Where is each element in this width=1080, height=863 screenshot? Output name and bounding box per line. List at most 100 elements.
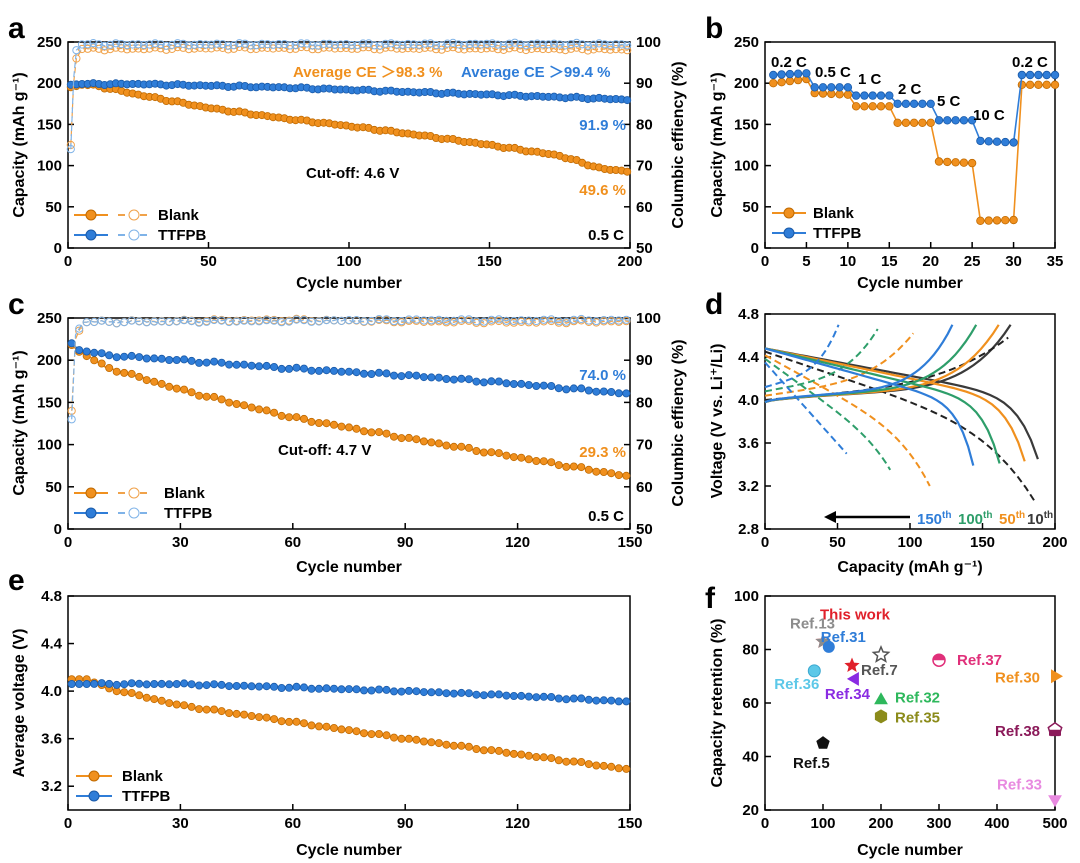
panel-e-series-blank-point — [382, 731, 391, 740]
panel-a-series-ce_ttfpb-point — [392, 40, 401, 49]
panel-a-series-ce_ttfpb-point — [617, 40, 626, 49]
panel-a-series-ce_ttfpb-point — [162, 41, 171, 50]
panel-d-xlabel: Capacity (mAh g⁻¹) — [837, 559, 982, 576]
panel-c-series-ttfpb-point — [419, 373, 428, 382]
panel-c-series-blank-point — [434, 439, 443, 448]
panel-a-series-ce_blank-point — [285, 45, 295, 54]
legend-label-blank: Blank — [158, 207, 200, 224]
panel-d-ylabel: Voltage (V vs. Li⁺/Li) — [709, 344, 726, 499]
panel-a-series-ce_blank-point — [533, 44, 542, 53]
panel-b-series-ttfpb-point — [793, 69, 803, 78]
panel-b-series-ttfpb-point — [777, 70, 786, 79]
panel-a-series-ce_ttfpb-point — [566, 40, 576, 49]
panel-c-series-ttfpb-point — [592, 387, 601, 396]
panel-e-series-ttfpb-point — [449, 689, 458, 698]
panel-c-series-ttfpb-point — [232, 360, 241, 369]
panel-a-series-ce_ttfpb-point — [134, 40, 143, 49]
panel-d-frame — [764, 313, 1056, 530]
panel-b-series-blank-point — [893, 118, 902, 127]
panel-a-series-ce_blank-point — [162, 45, 171, 54]
panel-c-series-ttfpb-point — [509, 379, 518, 388]
legend-marker-blank — [783, 207, 795, 219]
panel-e-series-ttfpb-point — [90, 679, 99, 688]
panel-e-series-ttfpb-point — [329, 684, 338, 693]
panel-a-series-ce_blank-point — [499, 45, 508, 55]
panel-c-series-ttfpb-point — [382, 369, 391, 378]
panel-a-ce-ttfpb-label: Average CE ＞99.4 % — [461, 64, 611, 81]
panel-e-series-blank-point — [180, 701, 189, 710]
panel-a-series-ce_ttfpb-point — [432, 40, 441, 50]
legend-marker-blank — [88, 770, 100, 782]
panel-c-series-ce_ttfpb-point — [112, 319, 121, 328]
panel-c-series-blank-point — [607, 469, 616, 478]
panel-a-series-ce_ttfpb-point — [488, 39, 497, 48]
panel-c-series-ttfpb-point — [577, 384, 586, 393]
panel-c-series-ttfpb-point — [554, 384, 563, 393]
panel-a-ytick-label: 200 — [37, 75, 62, 92]
panel-c-series-ce_ttfpb-point — [547, 315, 556, 324]
panel-b-series-blank-point — [1017, 80, 1027, 89]
panel-a-series-ce_blank-point — [550, 44, 559, 53]
panel-e-series-blank-point — [487, 746, 496, 755]
panel-e-series-ttfpb-point — [150, 680, 159, 689]
legend-marker-ttfpb — [88, 790, 100, 802]
panel-b-legend: Blank TTFPB — [772, 205, 861, 242]
panel-c-series-ttfpb-point — [404, 371, 413, 380]
panel-e-series-ttfpb-point — [157, 679, 166, 688]
panel-e-xtick-label: 60 — [284, 815, 301, 832]
panel-a-series-ce_blank-point — [218, 43, 227, 53]
panel-c-series-ce_ttfpb-point — [187, 317, 196, 326]
panel-a-series-ce_ttfpb-point — [572, 38, 581, 48]
panel-f-letter: f — [705, 582, 716, 615]
panel-d-cycle-labels: 150th 100th 50th 10th — [917, 510, 1053, 528]
panel-a-series-ce_ttfpb-point — [269, 40, 278, 49]
panel-b-ylabel: Capacity (mAh g⁻¹) — [709, 72, 726, 217]
panel-a-series-ce_ttfpb-point — [387, 39, 396, 48]
panel-c-legend: Blank TTFPB — [74, 485, 212, 522]
panel-e-series-ttfpb-point — [337, 685, 346, 694]
panel-c-series-ttfpb-point — [187, 356, 196, 365]
panel-c-series-ttfpb-point — [344, 367, 353, 376]
panel-a-series-ce_ttfpb-point — [561, 41, 570, 50]
panel-e-series-ttfpb-point — [135, 679, 144, 688]
panel-e-series-blank-point — [247, 712, 256, 721]
panel-e-series-ttfpb-point — [532, 693, 541, 702]
panel-c-series-ttfpb-point — [584, 386, 593, 395]
panel-c-series-ttfpb-point — [172, 355, 181, 364]
panel-f-point-ref-7 — [871, 644, 891, 663]
panel-c-series-ttfpb-point — [397, 372, 406, 381]
panel-f-point-this-work-label: This work — [820, 607, 891, 624]
panel-e-series-ttfpb-point — [584, 695, 593, 704]
panel-c-series-ttfpb-point — [569, 384, 578, 393]
panel-a-series-ce_ttfpb-point — [555, 40, 564, 49]
panel-b-series-blank-point — [835, 90, 844, 99]
panel-e-series-ttfpb-point — [547, 693, 556, 702]
panel-b-series-ttfpb-point — [843, 83, 853, 92]
panel-e-series-ttfpb-point — [105, 679, 114, 688]
panel-a-series-ce_ttfpb-point — [190, 40, 199, 49]
panel-f-ytick-label: 100 — [734, 588, 759, 605]
panel-a-series-ce_ttfpb-line — [70, 42, 631, 150]
panel-c-series-ttfpb-point — [494, 377, 503, 386]
panel-b-ytick-label: 250 — [734, 34, 759, 51]
panel-a-series-ce_ttfpb-point — [83, 40, 92, 49]
panel-e-series-blank-point — [539, 753, 548, 762]
panel-c-series-blank-point — [382, 429, 391, 438]
panel-f-point-ref-7-label: Ref.7 — [861, 662, 898, 679]
panel-c-series-ttfpb-point — [314, 366, 323, 375]
panel-e-series-ttfpb-point — [359, 686, 368, 695]
panel-c-series-ttfpb-point — [532, 381, 541, 390]
rate-label-3: 2 C — [898, 81, 922, 98]
panel-c-xtick-label: 90 — [397, 534, 414, 551]
panel-c-series-blank-point — [614, 471, 623, 480]
panel-c-series-ce_blank-line — [71, 318, 631, 411]
panel-e-letter: e — [8, 564, 25, 597]
panel-e-series-blank-point — [389, 733, 398, 742]
panel-a-y2label: Columbic effiency (%) — [670, 61, 687, 228]
panel-c-series-blank-point — [577, 463, 586, 472]
panel-c-series-blank-point — [487, 448, 496, 457]
panel-a-series-ce_ttfpb-point — [527, 40, 536, 49]
panel-d-discharge-150-ttfpb — [764, 347, 975, 466]
panel-c-series-blank-point — [187, 388, 196, 397]
panel-e-series-ttfpb-point — [352, 685, 361, 694]
